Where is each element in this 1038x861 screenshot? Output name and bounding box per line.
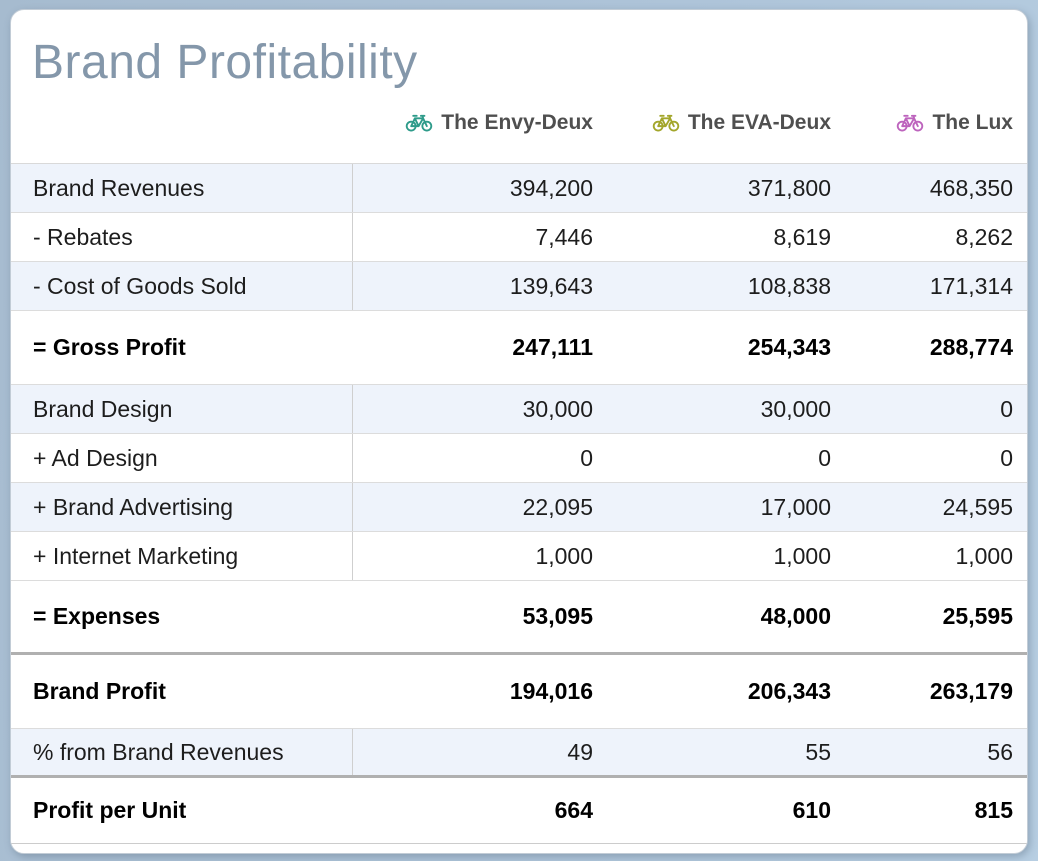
row-value: 394,200 (509, 174, 593, 201)
row-value: 1,000 (535, 542, 593, 569)
row-value: 194,016 (509, 678, 593, 704)
bicycle-icon (405, 111, 433, 134)
row-value: 17,000 (760, 493, 831, 520)
row-value: 55 (805, 738, 831, 765)
row-value: 108,838 (747, 272, 831, 299)
table-row: + Brand Advertising 22,095 17,000 24,595 (11, 483, 1027, 532)
row-value: 610 (792, 797, 831, 823)
row-label: % from Brand Revenues (11, 729, 353, 775)
column-header-label: The EVA-Deux (687, 110, 831, 134)
column-header: The Envy-Deux (353, 92, 593, 163)
row-value: 48,000 (760, 603, 831, 629)
table-row: Brand Revenues 394,200 371,800 468,350 (11, 164, 1027, 213)
brand-profitability-card: Brand Profitability The Envy-Deux The EVA… (10, 9, 1028, 854)
table-row: + Ad Design 0 0 0 (11, 434, 1027, 483)
table-row: Brand Design 30,000 30,000 0 (11, 385, 1027, 434)
row-value: 1,000 (773, 542, 831, 569)
row-value: 56 (987, 738, 1013, 765)
row-value: 22,095 (522, 493, 593, 520)
row-label: = Expenses (33, 603, 161, 629)
row-value: 25,595 (942, 603, 1013, 629)
row-value: 288,774 (929, 334, 1013, 360)
row-value: 0 (1000, 395, 1013, 422)
column-header-label: The Lux (932, 110, 1013, 134)
row-label: - Cost of Goods Sold (11, 262, 353, 310)
row-value: 139,643 (509, 272, 593, 299)
table-row: + Internet Marketing 1,000 1,000 1,000 (11, 532, 1027, 581)
row-label: Brand Revenues (11, 164, 353, 212)
table-row: - Cost of Goods Sold 139,643 108,838 171,31… (11, 262, 1027, 311)
row-label: = Gross Profit (33, 334, 186, 360)
column-header-label: The Envy-Deux (441, 110, 593, 134)
table-row: = Gross Profit 247,111 254,343 288,774 (11, 311, 1027, 385)
row-value: 1,000 (955, 542, 1013, 569)
row-label: Brand Profit (33, 678, 166, 704)
table-row: = Expenses 53,095 48,000 25,595 (11, 581, 1027, 655)
column-header: The EVA-Deux (593, 92, 831, 163)
row-value: 49 (567, 738, 593, 765)
row-value: 53,095 (522, 603, 593, 629)
table-row: Profit per Unit 664 610 815 (11, 778, 1027, 844)
row-label: - Rebates (11, 213, 353, 261)
row-value: 7,446 (535, 223, 593, 250)
row-value: 30,000 (760, 395, 831, 422)
page-title: Brand Profitability (32, 36, 418, 89)
row-value: 815 (974, 797, 1013, 823)
row-value: 0 (580, 444, 593, 471)
table-row: Brand Profit 194,016 206,343 263,179 (11, 655, 1027, 729)
row-value: 247,111 (512, 334, 593, 360)
row-value: 30,000 (522, 395, 593, 422)
row-value: 254,343 (747, 334, 831, 360)
row-value: 0 (1000, 444, 1013, 471)
row-value: 171,314 (929, 272, 1013, 299)
row-value: 263,179 (929, 678, 1013, 704)
bicycle-icon (896, 111, 924, 134)
row-label: Brand Design (11, 385, 353, 433)
table-body: Brand Revenues 394,200 371,800 468,350 - Reb… (11, 164, 1027, 844)
row-label: + Ad Design (11, 434, 353, 482)
row-value: 0 (818, 444, 831, 471)
table-row: % from Brand Revenues 49 55 56 (11, 729, 1027, 778)
table-row: - Rebates 7,446 8,619 8,262 (11, 213, 1027, 262)
column-header: The Lux (831, 92, 1027, 163)
row-value: 8,619 (773, 223, 831, 250)
row-label: + Internet Marketing (11, 532, 353, 580)
table-header: The Envy-Deux The EVA-Deux The Lux (11, 92, 1027, 164)
row-value: 371,800 (747, 174, 831, 201)
row-value: 468,350 (929, 174, 1013, 201)
bicycle-icon (652, 111, 680, 134)
header-spacer (11, 92, 353, 163)
row-value: 24,595 (942, 493, 1013, 520)
row-label: + Brand Advertising (11, 483, 353, 531)
row-value: 206,343 (747, 678, 831, 704)
row-value: 8,262 (955, 223, 1013, 250)
row-label: Profit per Unit (33, 797, 187, 823)
row-value: 664 (554, 797, 593, 823)
